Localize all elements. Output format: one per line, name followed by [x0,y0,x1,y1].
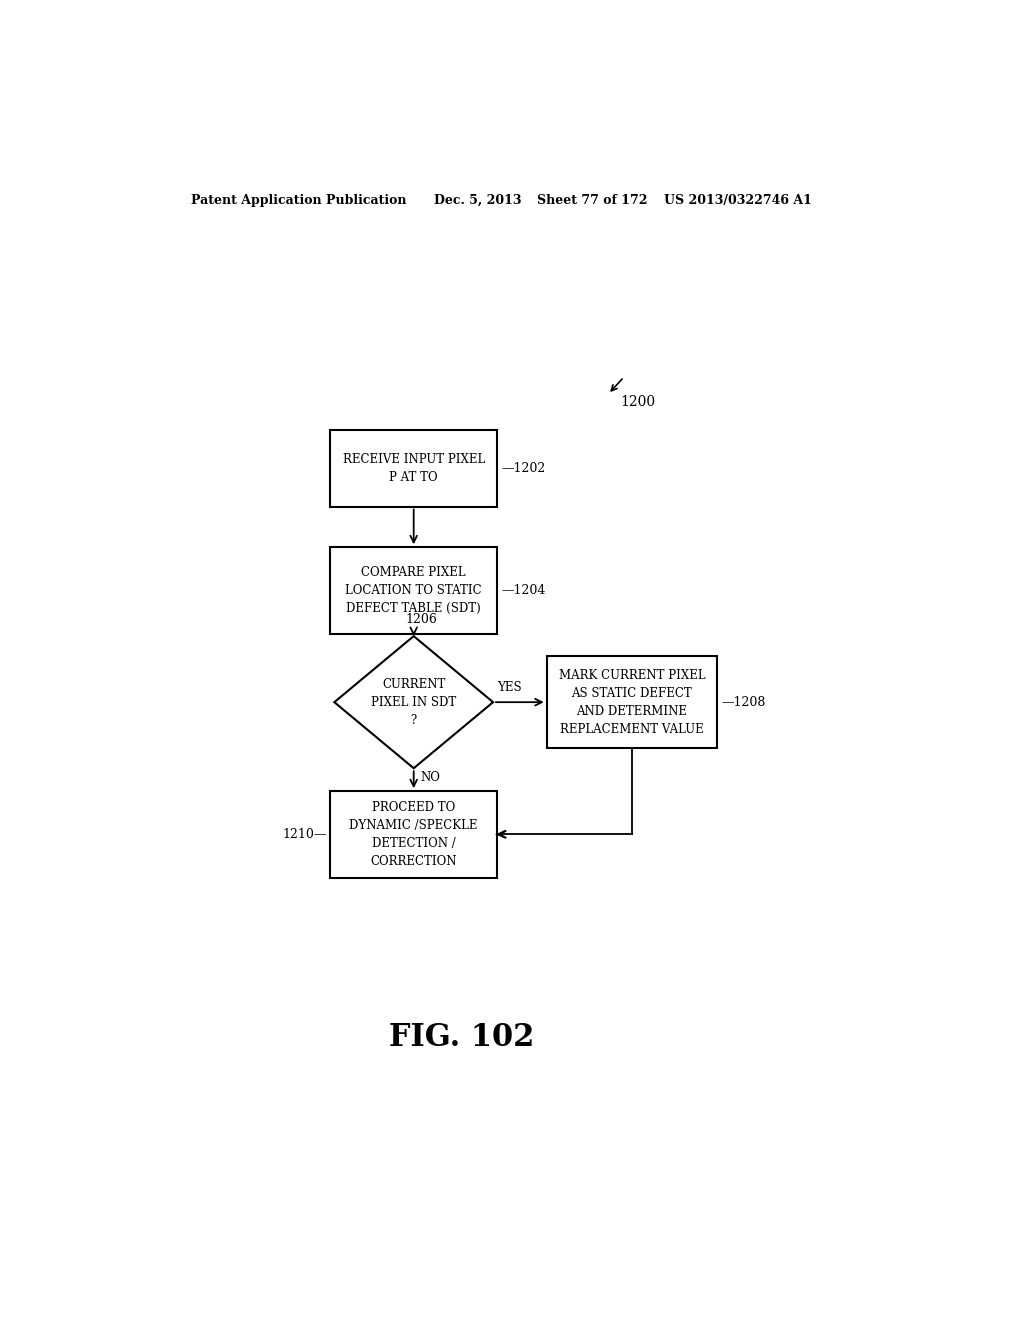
Text: Dec. 5, 2013: Dec. 5, 2013 [433,194,521,207]
Bar [547,656,717,748]
Text: US 2013/0322746 A1: US 2013/0322746 A1 [664,194,812,207]
Text: PROCEED TO
DYNAMIC /SPECKLE
DETECTION /
CORRECTION: PROCEED TO DYNAMIC /SPECKLE DETECTION / … [349,801,478,867]
Text: YES: YES [497,681,521,694]
Bar [331,548,497,634]
Text: —1202: —1202 [501,462,545,475]
Text: 1210—: 1210— [282,828,327,841]
Text: NO: NO [420,771,440,784]
Text: MARK CURRENT PIXEL
AS STATIC DEFECT
AND DETERMINE
REPLACEMENT VALUE: MARK CURRENT PIXEL AS STATIC DEFECT AND … [559,669,706,735]
Text: FIG. 102: FIG. 102 [389,1022,534,1053]
Text: Sheet 77 of 172: Sheet 77 of 172 [537,194,647,207]
Text: CURRENT
PIXEL IN SDT
?: CURRENT PIXEL IN SDT ? [371,677,457,727]
Text: Patent Application Publication: Patent Application Publication [191,194,407,207]
Bar [331,791,497,878]
Text: —1208: —1208 [721,696,766,709]
Bar [331,430,497,507]
Text: 1206: 1206 [406,612,437,626]
Text: COMPARE PIXEL
LOCATION TO STATIC
DEFECT TABLE (SDT): COMPARE PIXEL LOCATION TO STATIC DEFECT … [345,566,482,615]
Polygon shape [334,636,494,768]
Text: 1200: 1200 [620,395,655,409]
Text: —1204: —1204 [501,583,546,597]
Text: RECEIVE INPUT PIXEL
P AT TO: RECEIVE INPUT PIXEL P AT TO [343,453,484,484]
